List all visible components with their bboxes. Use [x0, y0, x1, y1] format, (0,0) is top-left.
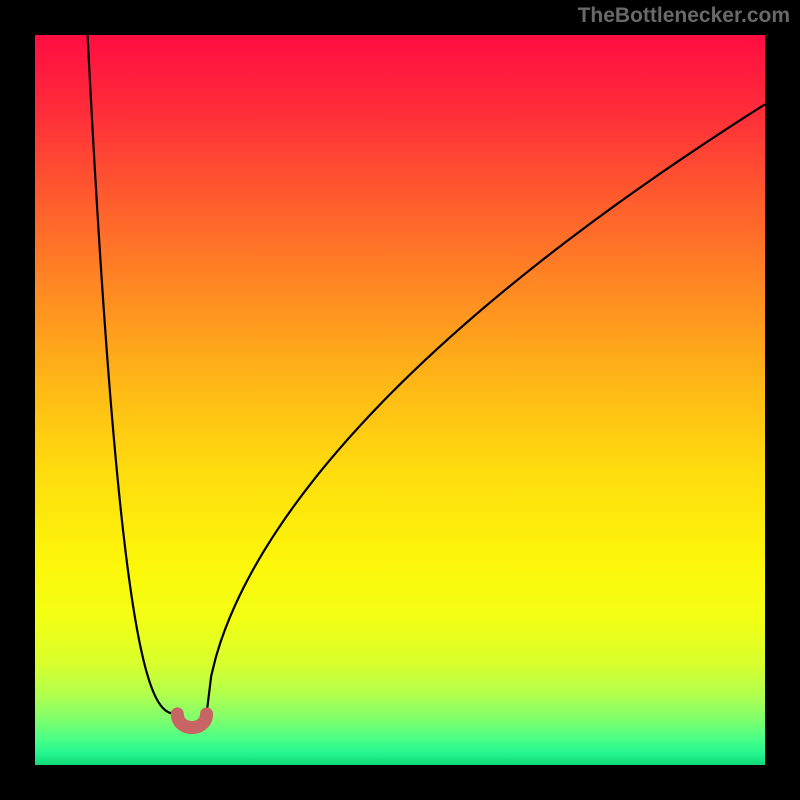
- plot-area: [35, 35, 765, 765]
- image-root: TheBottlenecker.com: [0, 0, 800, 800]
- gradient-background: [35, 35, 765, 765]
- watermark-text: TheBottlenecker.com: [578, 4, 790, 28]
